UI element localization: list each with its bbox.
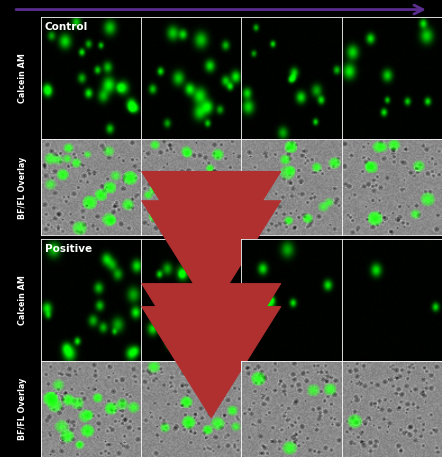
Text: Positive: Positive <box>45 244 92 254</box>
Text: Calcein AM: Calcein AM <box>18 275 27 325</box>
Text: BF/FL Overlay: BF/FL Overlay <box>18 378 27 440</box>
Text: Calcein AM: Calcein AM <box>18 53 27 103</box>
Text: Control: Control <box>45 22 88 32</box>
Text: BF/FL Overlay: BF/FL Overlay <box>18 156 27 218</box>
